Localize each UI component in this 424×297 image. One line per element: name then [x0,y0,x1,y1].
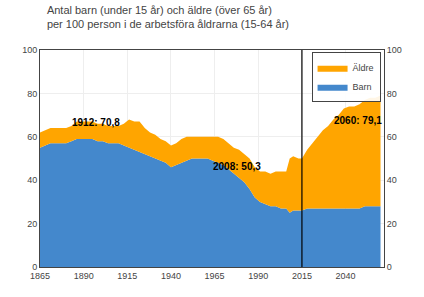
svg-text:1940: 1940 [161,271,181,281]
svg-text:60: 60 [27,132,37,142]
svg-text:20: 20 [387,219,397,229]
svg-text:100: 100 [387,45,402,55]
svg-text:20: 20 [27,219,37,229]
svg-text:Äldre: Äldre [353,63,374,73]
svg-text:2060: 79,1: 2060: 79,1 [334,115,382,126]
svg-text:1890: 1890 [74,271,94,281]
svg-text:Antal barn (under 15 år) och ä: Antal barn (under 15 år) och äldre (över… [47,4,289,30]
svg-text:1915: 1915 [117,271,137,281]
svg-text:1990: 1990 [248,271,268,281]
svg-text:1865: 1865 [30,271,50,281]
svg-text:2015: 2015 [292,271,312,281]
svg-text:0: 0 [387,262,392,272]
svg-text:100: 100 [22,45,37,55]
svg-text:1912: 70,8: 1912: 70,8 [72,117,120,128]
svg-text:Barn: Barn [353,82,372,92]
svg-text:40: 40 [27,175,37,185]
svg-text:2040: 2040 [336,271,356,281]
svg-text:80: 80 [387,89,397,99]
svg-text:60: 60 [387,132,397,142]
svg-text:2008: 50,3: 2008: 50,3 [213,161,261,172]
svg-text:0: 0 [32,262,37,272]
svg-text:40: 40 [387,175,397,185]
svg-text:1965: 1965 [205,271,225,281]
svg-text:80: 80 [27,89,37,99]
